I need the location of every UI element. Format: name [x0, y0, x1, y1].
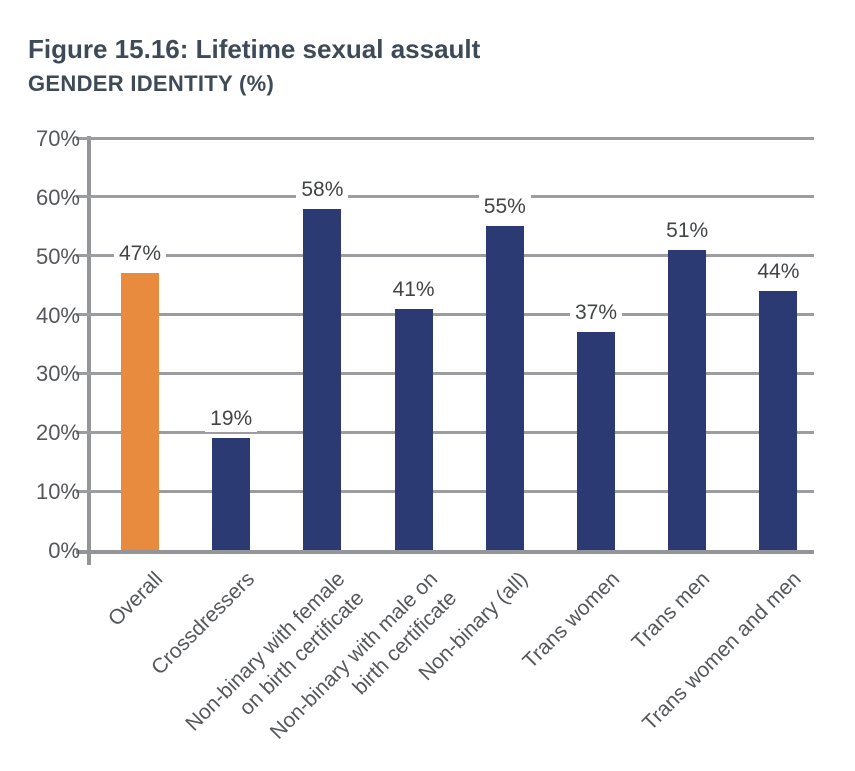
- y-tick-label-60: 60%: [35, 185, 80, 210]
- x-axis-label-trans-women-and-men: Trans women and men: [638, 567, 806, 735]
- gridline-70: [76, 137, 814, 140]
- bar-value-label-non-binary-with-male-on-birth-certificate: 41%: [387, 276, 440, 303]
- bar-value-label-non-binary-with-female-on-birth-certificate: 58%: [296, 176, 349, 203]
- bar-trans-women: [577, 332, 615, 550]
- y-tick-label-10: 10%: [35, 479, 80, 504]
- bar-overall: [121, 273, 159, 550]
- bar-value-label-overall: 47%: [113, 240, 167, 267]
- bar-value-label-non-binary-all: 55%: [478, 193, 531, 220]
- figure-title: Figure 15.16: Lifetime sexual assault: [28, 34, 481, 64]
- y-tick-label-20: 20%: [35, 420, 80, 445]
- gridline-10: [76, 490, 814, 493]
- figure-subtitle: GENDER IDENTITY (%): [28, 71, 275, 96]
- y-tick-label-0: 0%: [48, 538, 80, 563]
- bar-value-label-trans-men: 51%: [661, 217, 714, 244]
- bar-crossdressers: [212, 438, 250, 550]
- bar-value-label-crossdressers: 19%: [205, 405, 258, 432]
- y-tick-label-30: 30%: [35, 361, 80, 386]
- x-axis-line: [76, 550, 814, 554]
- x-axis-label-trans-women: Trans women: [518, 567, 624, 674]
- bar-trans-women-and-men: [759, 291, 797, 550]
- bar-non-binary-with-female-on-birth-certificate: [303, 209, 341, 550]
- bar-non-binary-with-male-on-birth-certificate: [395, 309, 433, 550]
- y-tick-label-50: 50%: [35, 244, 80, 269]
- bar-value-label-trans-women: 37%: [569, 299, 623, 326]
- gridline-20: [76, 431, 814, 434]
- y-axis-line: [87, 136, 91, 565]
- bar-value-label-trans-women-and-men: 44%: [752, 258, 805, 285]
- gridline-50: [76, 254, 814, 257]
- bar-non-binary-all: [486, 226, 524, 550]
- gridline-40: [76, 313, 814, 316]
- bar-trans-men: [668, 250, 706, 550]
- y-tick-label-40: 40%: [35, 303, 80, 328]
- gridline-60: [76, 195, 814, 198]
- x-axis-label-overall: Overall: [104, 567, 168, 631]
- gridline-30: [76, 372, 814, 375]
- x-axis-label-trans-men: Trans men: [627, 567, 715, 655]
- y-tick-label-70: 70%: [35, 126, 80, 151]
